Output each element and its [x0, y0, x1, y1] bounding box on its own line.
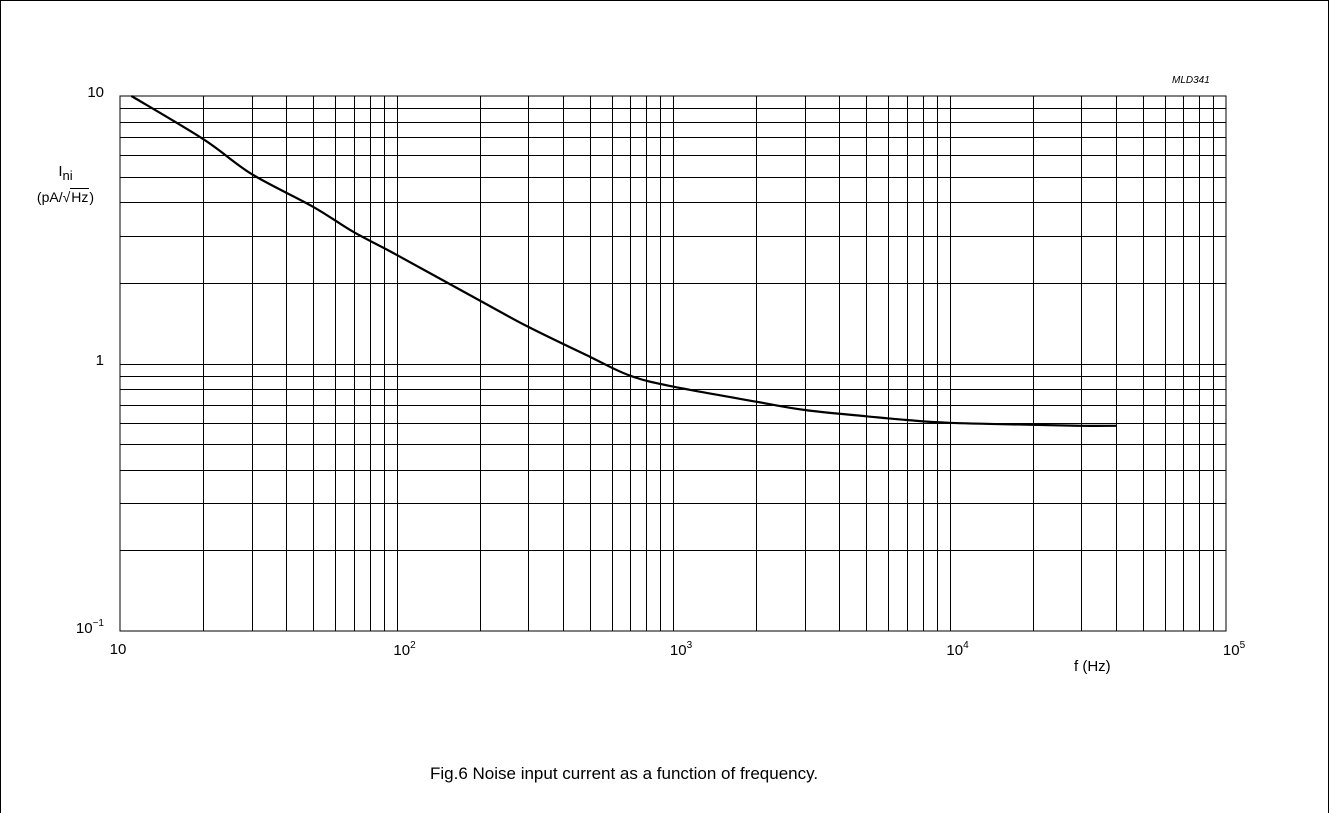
- noise-current-curve: [130, 95, 1117, 427]
- y-tick-label: 1: [96, 352, 104, 369]
- x-tick-label-exponent: 4: [963, 640, 969, 651]
- x-tick-label-exponent: 5: [1239, 640, 1246, 651]
- x-tick-label-exponent: 2: [410, 640, 416, 651]
- y-tick-label-base: 10: [75, 620, 93, 637]
- x-axis-label: f (Hz): [1074, 658, 1111, 675]
- grid-lines: [120, 96, 1226, 631]
- x-tick-label-base: 10: [393, 642, 411, 659]
- x-tick-label-base: 10: [1222, 642, 1240, 659]
- x-tick-label: 10: [110, 641, 127, 658]
- y-axis-subscript: ni: [62, 168, 73, 183]
- figure-caption: Fig.6 Noise input current as a function …: [430, 764, 819, 783]
- x-tick-label: 104: [946, 640, 969, 659]
- x-tick-label-base: 10: [669, 642, 687, 659]
- y-tick-label-exponent: −1: [92, 618, 104, 629]
- y-axis-symbol: I: [58, 163, 63, 180]
- sqrt-icon: √: [62, 189, 71, 205]
- y-tick-label-base: 10: [87, 84, 104, 101]
- figure-code: MLD341: [1172, 75, 1210, 86]
- x-tick-label: 103: [669, 640, 693, 659]
- x-tick-label-exponent: 3: [686, 640, 693, 651]
- y-axis-unit-radicand: Hz: [70, 188, 90, 205]
- y-axis-unit-suffix: ): [89, 189, 95, 205]
- y-tick-label: 10: [87, 84, 104, 101]
- y-axis-label: Ini (pA/√Hz): [18, 163, 113, 205]
- x-tick-label: 102: [393, 640, 416, 659]
- x-tick-label: 105: [1222, 640, 1246, 659]
- x-tick-label-base: 10: [946, 642, 964, 659]
- y-tick-label: 10−1: [75, 618, 104, 637]
- plot-area-border: [119, 95, 1227, 632]
- x-tick-label-base: 10: [109, 641, 127, 658]
- y-tick-label-base: 1: [95, 351, 104, 369]
- y-axis-unit-prefix: (pA/: [36, 189, 63, 205]
